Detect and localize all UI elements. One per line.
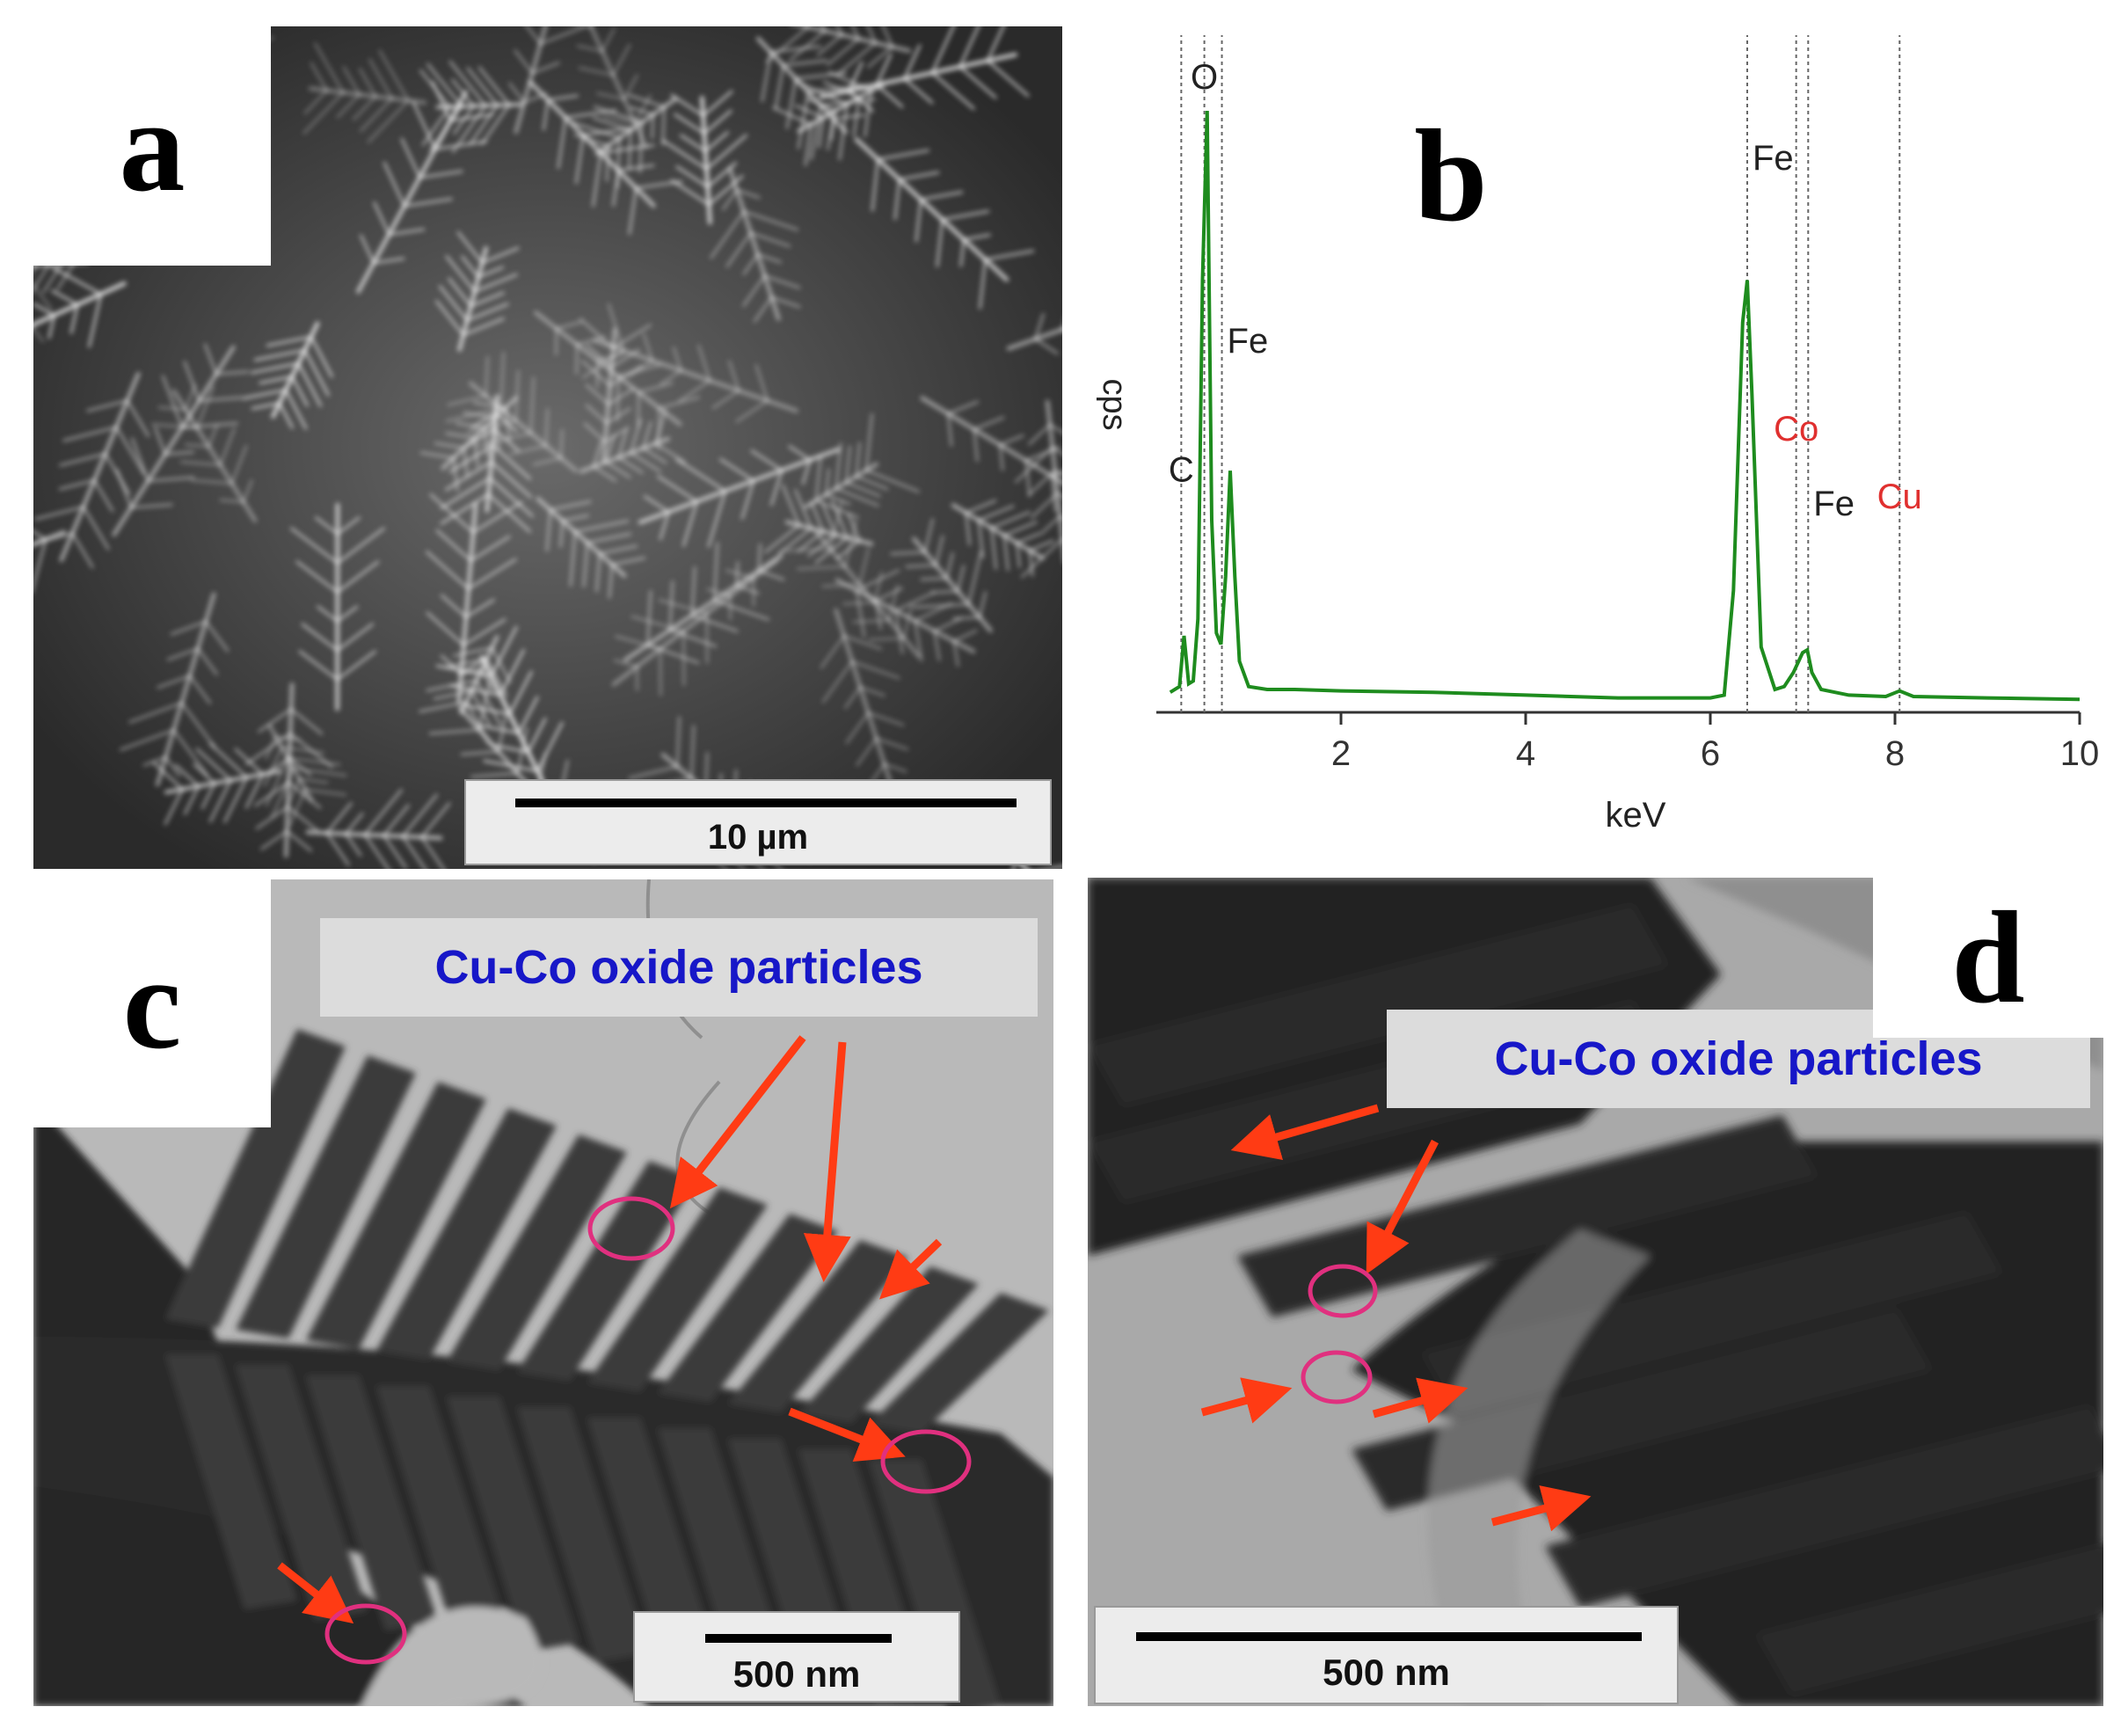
peak-label: Co: [1774, 410, 1818, 449]
scale-bar-line: [515, 799, 1017, 807]
x-tick-label: 10: [2060, 734, 2100, 773]
scale-bar-line: [705, 1634, 892, 1643]
panel-c-label: c: [33, 879, 271, 1127]
arrow: [277, 1562, 354, 1624]
particle-circle: [587, 1196, 675, 1261]
x-tick-label: 6: [1701, 734, 1720, 773]
arrow: [669, 1035, 806, 1209]
panel-d-label: d: [1873, 878, 2103, 1038]
panel-c-annotations: [277, 1035, 972, 1665]
particle-circle: [324, 1603, 407, 1665]
eds-spectrum-line: [1169, 110, 2081, 702]
scale-bar-label: 10 µm: [707, 818, 809, 857]
x-tick-label: 2: [1331, 734, 1351, 773]
particle-circle: [880, 1429, 972, 1494]
peak-label: Fe: [1228, 322, 1269, 361]
panel-a-scale-bar: 10 µm: [464, 779, 1052, 865]
arrow: [1200, 1377, 1293, 1424]
arrow: [803, 1041, 851, 1282]
peak-label: C: [1169, 450, 1194, 489]
panel-b-label: b: [1385, 101, 1517, 251]
peak-label: Fe: [1753, 139, 1794, 178]
arrow: [1366, 1139, 1439, 1274]
y-axis-label: cps: [1096, 378, 1133, 430]
arrow: [1490, 1485, 1592, 1532]
x-tick-label: 8: [1885, 734, 1905, 773]
peak-label: O: [1191, 58, 1218, 97]
panel-b-eds-spectrum: 2 4 6 8 10 C O Fe Fe Co Fe Cu keV cps: [1068, 35, 2128, 853]
x-tick-label: 4: [1516, 734, 1535, 773]
panel-a-label: a: [33, 26, 271, 266]
scale-bar-label: 500 nm: [1323, 1652, 1450, 1693]
x-axis-label: keV: [1606, 796, 1666, 835]
arrow: [1230, 1104, 1380, 1161]
peak-label: Fe: [1813, 485, 1855, 523]
eds-chart: 2 4 6 8 10 C O Fe Fe Co Fe Cu keV cps: [1096, 35, 2100, 835]
particle-circle: [1301, 1350, 1373, 1404]
panel-d-scale-bar: 500 nm: [1094, 1606, 1679, 1704]
panel-a-sem-image: [33, 26, 1062, 869]
panel-c-callout: Cu-Co oxide particles: [320, 918, 1038, 1017]
panel-c-scale-bar: 500 nm: [633, 1611, 960, 1703]
arrow: [788, 1407, 906, 1462]
peak-label: Cu: [1877, 478, 1922, 516]
panel-d-annotations: [1200, 1104, 1592, 1532]
scale-bar-label: 500 nm: [732, 1653, 861, 1695]
panel-c-tem-image: Cu-Co oxide particles: [33, 879, 1053, 1706]
arrow: [1372, 1377, 1468, 1424]
arrow: [879, 1238, 943, 1300]
sem-micrograph: [33, 26, 1062, 869]
scale-bar-line: [1136, 1632, 1642, 1641]
particle-circle: [1308, 1264, 1378, 1318]
